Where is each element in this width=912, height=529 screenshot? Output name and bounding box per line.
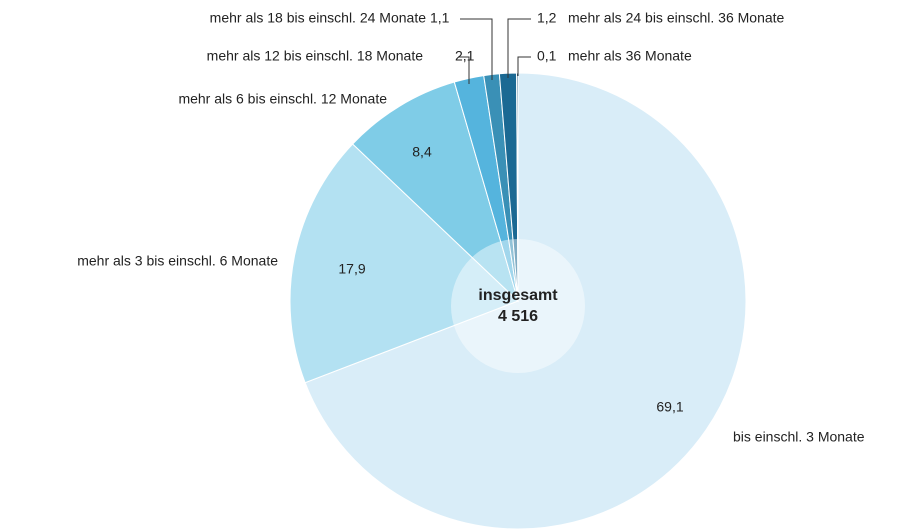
category-label: mehr als 24 bis einschl. 36 Monate xyxy=(568,10,785,26)
category-label: mehr als 3 bis einschl. 6 Monate xyxy=(77,253,278,269)
value-label: 8,4 xyxy=(412,144,432,160)
center-total: 4 516 xyxy=(498,308,538,325)
center-label: insgesamt xyxy=(478,287,558,304)
pie-slice xyxy=(289,143,519,384)
center-hole xyxy=(451,239,585,373)
value-label: 0,1 xyxy=(537,48,557,64)
value-label: 69,1 xyxy=(656,399,683,415)
leader-line xyxy=(458,56,470,84)
leader-line xyxy=(460,18,493,80)
pie xyxy=(289,72,747,529)
value-label: 17,9 xyxy=(338,261,365,277)
value-label: 2,1 xyxy=(455,48,475,64)
category-label: bis einschl. 3 Monate xyxy=(733,429,865,445)
category-label: mehr als 12 bis einschl. 18 Monate xyxy=(207,48,424,64)
value-label: 1,2 xyxy=(537,10,557,26)
pie-slice xyxy=(351,81,519,303)
category-label: mehr als 6 bis einschl. 12 Monate xyxy=(178,91,387,107)
value-label: 1,1 xyxy=(430,10,450,26)
category-label: mehr als 36 Monate xyxy=(568,48,692,64)
leader-line xyxy=(517,56,531,76)
category-label: mehr als 18 bis einschl. 24 Monate xyxy=(210,10,427,26)
leader-line xyxy=(507,18,531,78)
pie-slice xyxy=(304,72,747,529)
